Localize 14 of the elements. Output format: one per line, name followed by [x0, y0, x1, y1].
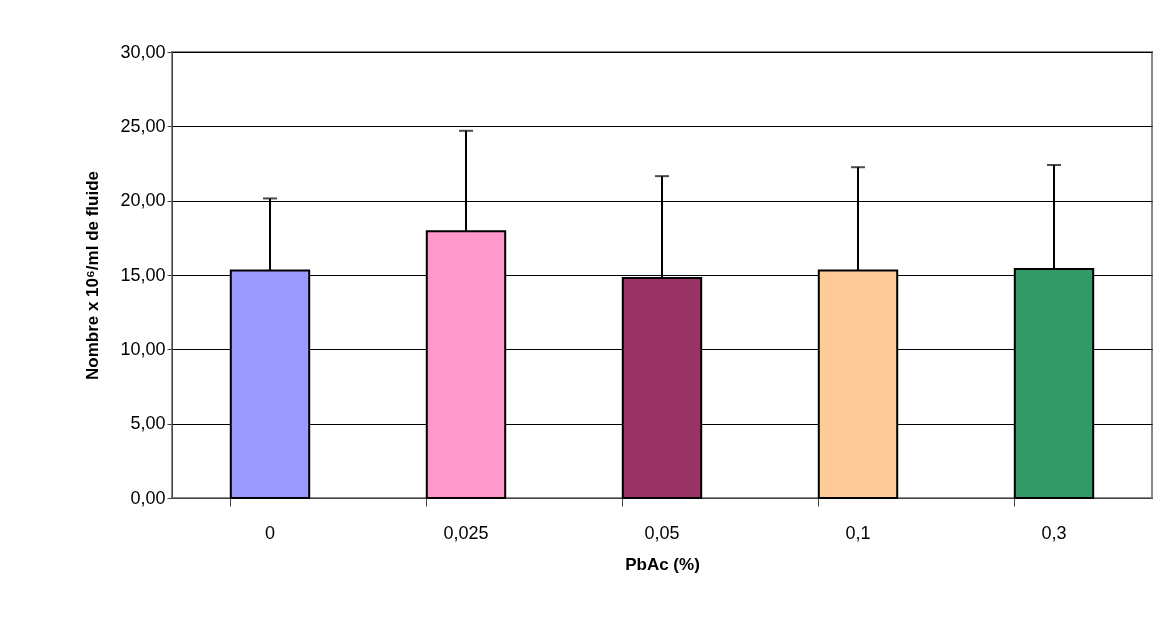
y-axis-title: Nombre x 10⁶/ml de fluide: [83, 170, 103, 381]
x-tick-label: 0,1: [845, 522, 871, 543]
y-tick-label: 10,00: [120, 338, 166, 359]
y-tick-label: 25,00: [120, 115, 166, 136]
x-tick-label: 0,05: [644, 522, 680, 543]
y-tick-label: 15,00: [120, 264, 166, 285]
y-tick-label: 5,00: [130, 413, 166, 434]
y-tick-label: 0,00: [130, 487, 166, 508]
x-tick-label: 0,3: [1041, 522, 1067, 543]
x-tick-label: 0: [264, 522, 276, 543]
y-tick-label: 30,00: [120, 41, 166, 62]
y-tick-label: 20,00: [120, 190, 166, 211]
x-axis-title: PbAc (%): [625, 554, 700, 574]
x-tick-label: 0,025: [443, 522, 489, 543]
